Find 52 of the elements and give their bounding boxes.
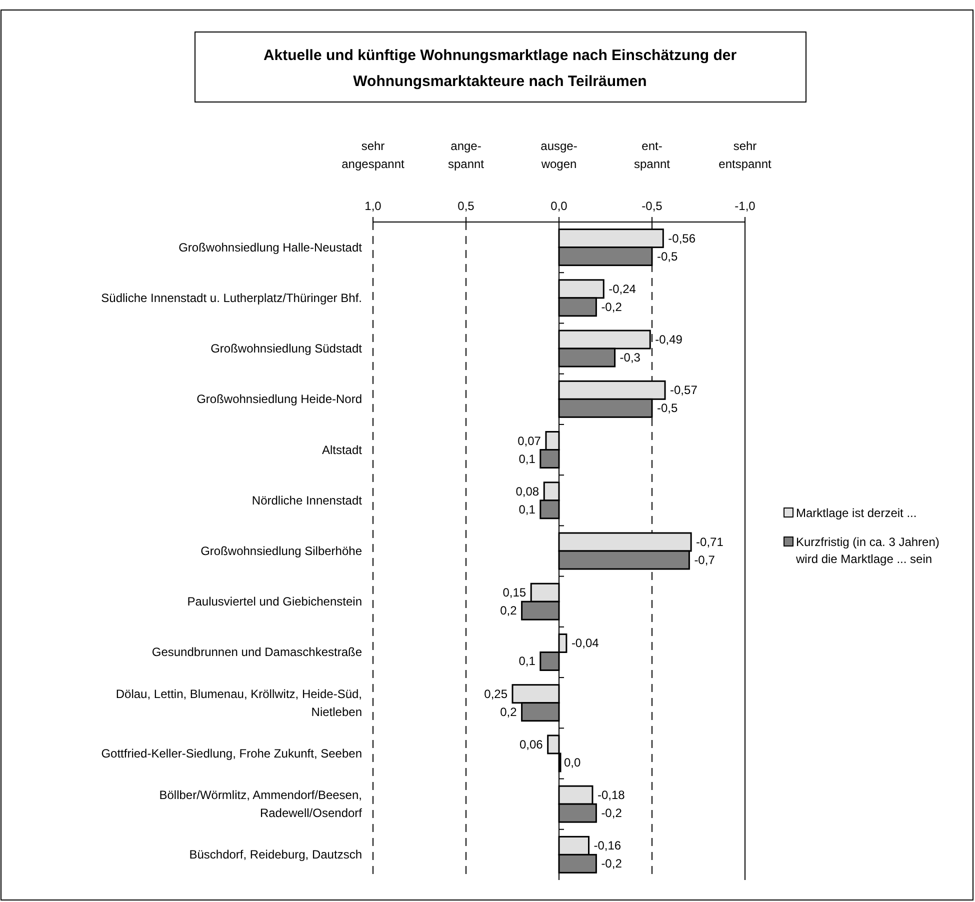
x-tick-label: -0,5 bbox=[642, 199, 663, 213]
text: ent- spannt bbox=[634, 139, 671, 171]
y-tick-label: Paulusviertel und Giebichenstein bbox=[187, 594, 362, 609]
data-label: -0,04 bbox=[571, 636, 600, 650]
y-tick-label: Altstadt bbox=[322, 442, 363, 457]
legend-label: Kurzfristig (in ca. 3 Jahren) wird die Marktlage ... sein bbox=[795, 535, 940, 566]
data-label: 0,25 bbox=[484, 686, 508, 701]
data-label: -0,16 bbox=[594, 838, 622, 853]
text: sehr angespannt bbox=[342, 139, 406, 171]
data-label: 0,08 bbox=[516, 484, 540, 498]
y-tick-label: Großwohnsiedlung Südstadt bbox=[210, 342, 363, 356]
y-tick-label: Großwohnsiedlung Silberhöhe bbox=[200, 544, 362, 558]
data-label: -0,57 bbox=[670, 383, 698, 398]
data-label: -0,7 bbox=[694, 553, 716, 567]
y-tick-label: Gottfried-Keller-Siedlung, Frohe Zukunft, Seeben bbox=[101, 746, 362, 760]
data-label: 0,15 bbox=[502, 586, 526, 600]
data-label: 0,0 bbox=[564, 755, 582, 770]
data-label: 0,06 bbox=[519, 737, 544, 752]
x-tick-label: 0,0 bbox=[550, 199, 568, 213]
data-label: 0,1 bbox=[518, 452, 536, 466]
data-label: -0,24 bbox=[608, 282, 636, 296]
text: sehr entspannt bbox=[718, 139, 772, 171]
data-label: -0,2 bbox=[601, 856, 622, 871]
data-label: -0,5 bbox=[657, 401, 678, 416]
data-label: -0,3 bbox=[620, 350, 641, 365]
x-tick-label: 1,0 bbox=[364, 199, 382, 213]
data-label: -0,49 bbox=[655, 332, 683, 347]
y-tick-label: Büschdorf, Reideburg, Dautzsch bbox=[189, 848, 362, 862]
data-label: -0,5 bbox=[657, 249, 678, 264]
data-label: 0,1 bbox=[518, 502, 536, 516]
data-label: 0,07 bbox=[518, 434, 542, 448]
data-label: -0,2 bbox=[601, 300, 622, 314]
data-label: 0,2 bbox=[500, 604, 518, 618]
legend-label: Marktlage ist derzeit ... bbox=[796, 506, 917, 520]
data-label: -0,71 bbox=[696, 535, 724, 549]
y-tick-label: Großwohnsiedlung Halle-Neustadt bbox=[178, 240, 363, 254]
y-tick-label: Dölau, Lettin, Blumenau, Kröllwitz, Heide-Süd, Nietleben bbox=[116, 686, 362, 719]
data-label: -0,18 bbox=[597, 788, 626, 802]
chart-title: Aktuelle und künftige Wohnungsmarktlage nach Einschätzung der Wohnungsmarktakteure nach Teilräumen bbox=[263, 47, 737, 90]
text: ange- spannt bbox=[448, 139, 485, 171]
y-tick-label: Nördliche Innenstadt bbox=[252, 493, 363, 508]
text: ausge- wogen bbox=[540, 139, 578, 171]
y-tick-label: Großwohnsiedlung Heide-Nord bbox=[196, 392, 362, 406]
x-tick-label: -1,0 bbox=[734, 199, 756, 213]
y-tick-label: Böllber/Wörmlitz, Ammendorf/Beesen, Radewell/Osendorf bbox=[159, 788, 363, 820]
x-tick-label: 0,5 bbox=[458, 199, 475, 213]
data-label: -0,56 bbox=[668, 231, 696, 246]
data-label: -0,2 bbox=[601, 806, 622, 820]
data-label: 0,1 bbox=[518, 654, 536, 668]
y-tick-label: Gesundbrunnen und Damaschkestraße bbox=[152, 645, 362, 660]
y-tick-label: Südliche Innenstadt u. Lutherplatz/Thüringer Bhf. bbox=[101, 290, 362, 305]
data-label: 0,2 bbox=[500, 704, 518, 719]
